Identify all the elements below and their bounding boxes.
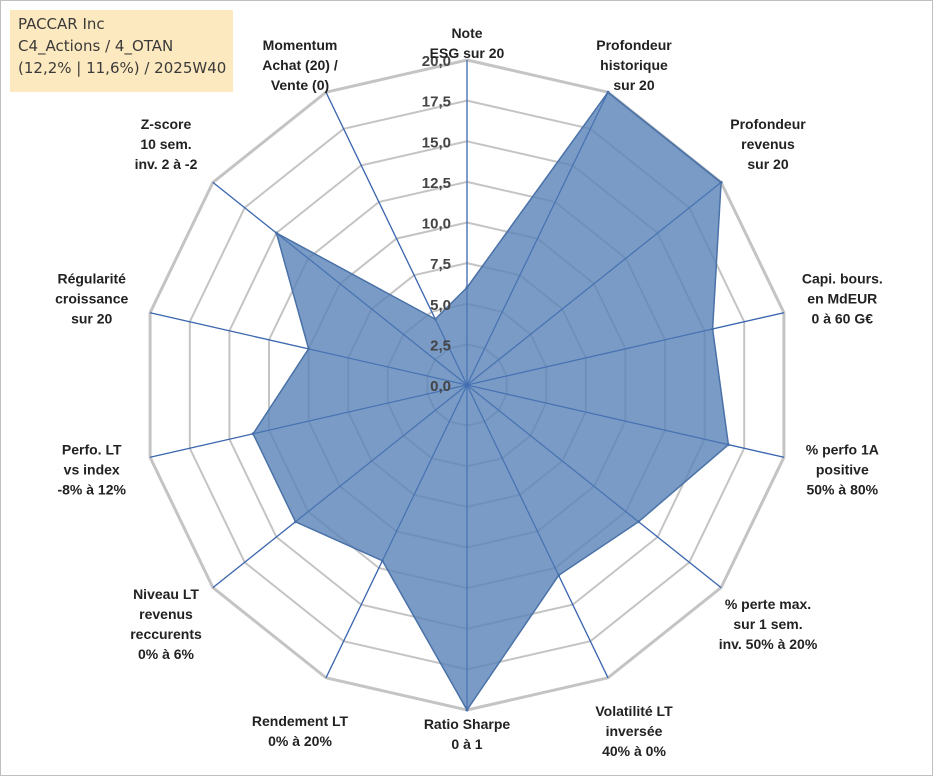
axis-label-line: % perfo 1A (806, 442, 879, 458)
axis-label-line: Volatilité LT (595, 703, 673, 719)
axis-label-line: inv. 50% à 20% (719, 636, 818, 652)
spoke-overlay-2 (466, 182, 722, 386)
axis-label-line: % perte max. (725, 596, 811, 612)
axis-label-8: Rendement LT 0% à 20% (252, 713, 349, 749)
axis-label-9: Niveau LT revenus reccurents 0% à 6% (130, 586, 202, 662)
tick-label: 17,5 (422, 94, 451, 111)
spoke-overlay-9 (212, 384, 468, 588)
axis-label-11: Régularité croissance sur 20 (55, 270, 128, 326)
spoke-overlay-8 (325, 384, 468, 679)
company-name: PACCAR Inc (18, 15, 105, 33)
tick-label: 7,5 (430, 256, 451, 273)
data-point-7 (465, 708, 469, 712)
tick-label: 10,0 (422, 216, 451, 233)
data-point-2 (719, 180, 723, 184)
series-area (252, 91, 730, 712)
tick-label: 15,0 (422, 134, 451, 151)
axis-label-1: Profondeur historique sur 20 (596, 37, 672, 93)
axis-label-line: ESG sur 20 (430, 45, 505, 61)
radial-tick-labels: 0,0 2,5 5,0 7,5 10,0 12,5 15,0 17,5 20,0 (422, 53, 451, 395)
axis-label-line: revenus (139, 606, 193, 622)
data-point-8 (380, 559, 384, 563)
axis-label-line: Note (451, 25, 482, 41)
tick-label: 20,0 (422, 53, 451, 70)
data-point-5 (637, 520, 640, 524)
data-point-4 (726, 443, 730, 447)
axis-label-line: Rendement LT (252, 713, 349, 729)
axis-label-line: Z-score (141, 116, 192, 132)
axis-label-line: 0% à 20% (268, 733, 332, 749)
axis-label-line: croissance (55, 290, 128, 306)
spoke-overlay-5 (466, 384, 722, 588)
axis-labels: Note ESG sur 20 Profondeur historique sur 20… (55, 25, 883, 759)
axis-label-line: inversée (606, 723, 663, 739)
axis-label-7: Ratio Sharpe 0 à 1 (424, 716, 511, 752)
axis-label-line: 10 sem. (140, 136, 191, 152)
spoke-overlay-13 (325, 91, 468, 386)
tick-label: 2,5 (430, 337, 451, 354)
spoke-overlay-12 (212, 182, 468, 386)
axis-label-line: 0 à 1 (451, 736, 482, 752)
axis-label-5: % perte max. sur 1 sem. inv. 50% à 20% (719, 596, 818, 652)
data-point-13 (433, 317, 437, 321)
axis-label-line: Profondeur (730, 116, 806, 132)
axis-label-4: % perfo 1A positive 50% à 80% (806, 442, 879, 498)
tick-label: 0,0 (430, 378, 451, 395)
axis-label-12: Z-score 10 sem. inv. 2 à -2 (135, 116, 198, 172)
data-point-12 (274, 231, 278, 235)
radar-series (149, 60, 785, 712)
data-point-10 (251, 432, 255, 436)
spoke-overlay-1 (466, 91, 609, 386)
axis-label-line: positive (816, 462, 869, 478)
axis-label-line: Achat (20) / (262, 57, 338, 73)
axis-label-line: sur 20 (747, 156, 788, 172)
data-point-6 (557, 573, 561, 577)
axis-label-6: Volatilité LT inversée 40% à 0% (595, 703, 673, 759)
axis-label-line: Ratio Sharpe (424, 716, 511, 732)
stats-label: (12,2% | 11,6%) / 2025W40 (18, 59, 227, 77)
axis-label-10: Perfo. LT vs index -8% à 12% (57, 442, 126, 498)
data-point-3 (711, 327, 715, 331)
info-box: PACCAR Inc C4_Actions / 4_OTAN (12,2% | … (10, 10, 233, 92)
axis-label-line: 40% à 0% (602, 743, 666, 759)
axis-label-line: vs index (64, 462, 120, 478)
axis-label-line: historique (600, 57, 668, 73)
axis-label-line: Capi. bours. (802, 270, 883, 286)
axis-label-0: Note ESG sur 20 (430, 25, 505, 61)
axis-label-line: -8% à 12% (57, 482, 126, 498)
axis-label-line: reccurents (130, 626, 202, 642)
axis-label-line: Niveau LT (133, 586, 199, 602)
axis-label-line: inv. 2 à -2 (135, 156, 198, 172)
data-point-1 (606, 90, 610, 94)
tick-label: 12,5 (422, 175, 451, 192)
spoke-overlay-4 (466, 384, 785, 458)
tick-label: 5,0 (430, 297, 451, 314)
spoke-overlay-3 (466, 312, 785, 386)
axis-label-2: Profondeur revenus sur 20 (730, 116, 806, 172)
spoke-overlay-10 (149, 384, 468, 458)
axis-label-line: sur 1 sem. (733, 616, 802, 632)
category-label: C4_Actions / 4_OTAN (18, 37, 174, 55)
data-point-9 (294, 520, 297, 524)
axis-label-line: revenus (741, 136, 795, 152)
data-point-0 (465, 286, 469, 289)
axis-label-line: Profondeur (596, 37, 672, 53)
axis-label-line: Momentum (263, 37, 338, 53)
axis-label-line: Perfo. LT (62, 442, 122, 458)
spoke-overlay-6 (466, 384, 609, 679)
axis-label-line: 50% à 80% (806, 482, 878, 498)
axis-label-line: Régularité (57, 270, 126, 286)
axis-label-line: Vente (0) (271, 77, 329, 93)
axis-label-line: 0% à 6% (138, 646, 195, 662)
axis-label-line: en MdEUR (807, 290, 877, 306)
data-point-11 (307, 347, 311, 351)
axis-label-13: Momentum Achat (20) / Vente (0) (262, 37, 338, 93)
axis-label-line: 0 à 60 G€ (812, 310, 874, 326)
axis-label-3: Capi. bours. en MdEUR 0 à 60 G€ (802, 270, 883, 326)
axis-label-line: sur 20 (613, 77, 654, 93)
axis-label-line: sur 20 (71, 310, 112, 326)
